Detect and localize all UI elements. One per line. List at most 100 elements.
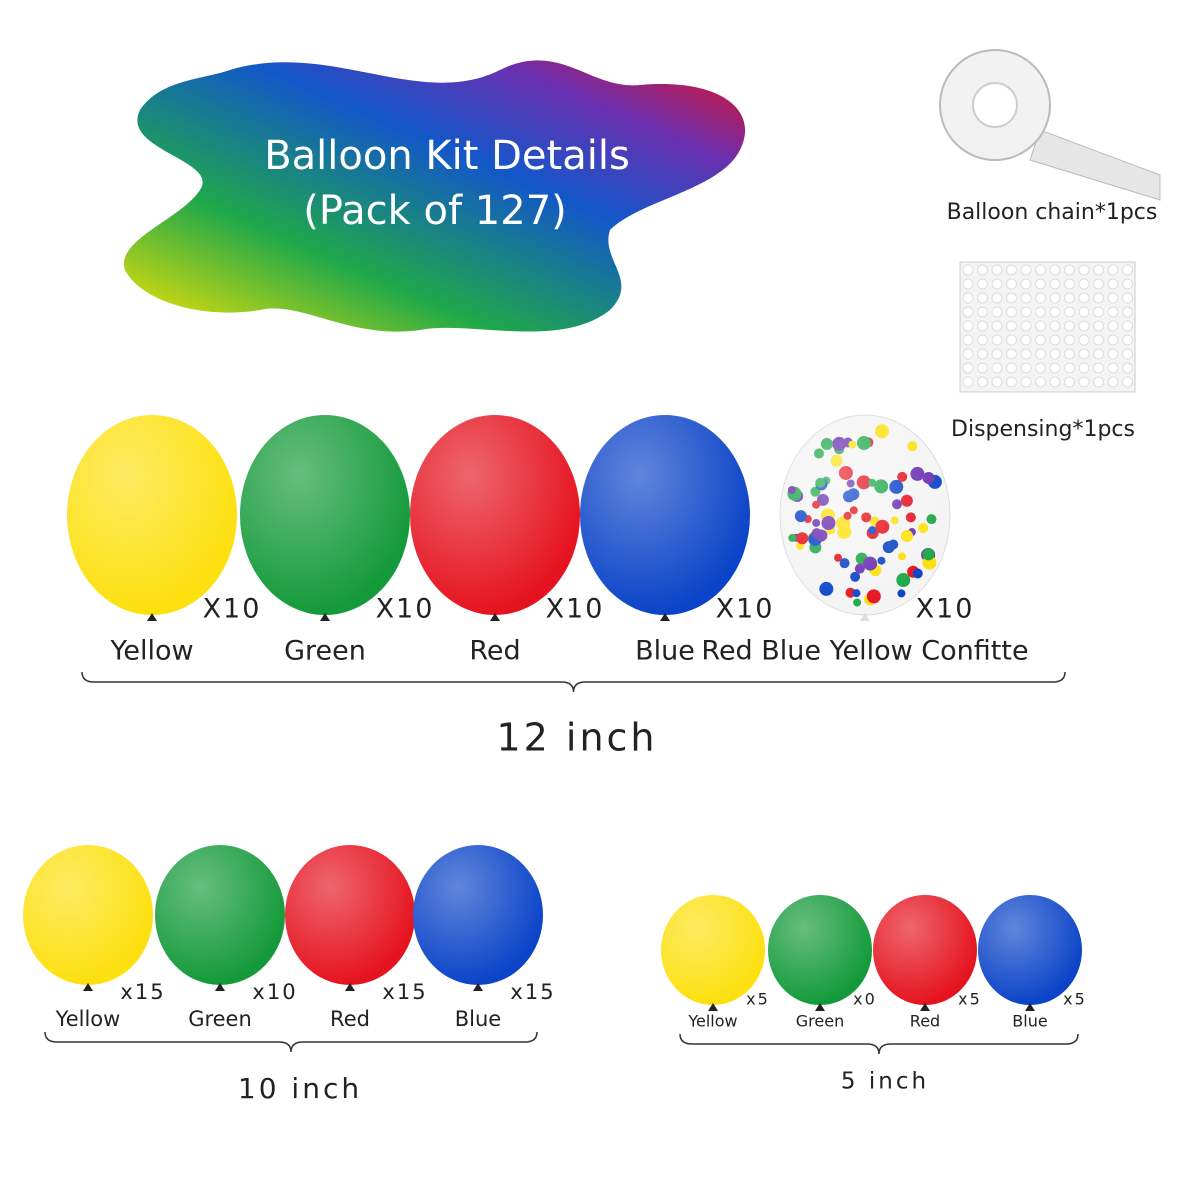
balloon-label: Red Blue Yellow Confitte (701, 636, 1028, 667)
size-label: 10 inch (238, 1072, 362, 1105)
glue-dot (1107, 320, 1119, 332)
balloon-count: x5 (958, 990, 982, 1009)
glue-dot (1064, 264, 1075, 276)
glue-dot (1078, 334, 1090, 346)
glue-dot (1006, 264, 1017, 276)
glue-dot (991, 264, 1003, 276)
glue-dot (1049, 292, 1061, 304)
balloon-shine (978, 895, 1082, 1005)
glue-dot (1078, 264, 1090, 276)
glue-dot (1064, 306, 1075, 318)
balloon-label: Yellow (687, 1012, 737, 1031)
glue-dot (1122, 348, 1133, 360)
balloon-count: X10 (546, 594, 605, 625)
glue-dot (1035, 376, 1046, 388)
balloon-count: x5 (746, 990, 770, 1009)
glue-dot (977, 320, 988, 332)
glue-dot (1078, 278, 1090, 290)
glue-dot (1122, 292, 1133, 304)
balloon-count: x0 (853, 990, 877, 1009)
balloon-shine (768, 895, 872, 1005)
glue-dot (1078, 320, 1090, 332)
balloon-knot (490, 613, 500, 621)
glue-dot (1078, 348, 1090, 360)
balloon-label: Blue (635, 636, 695, 667)
balloon-shine (873, 895, 977, 1005)
glue-dot (1107, 376, 1119, 388)
brace (679, 1033, 1079, 1055)
glue-dot (991, 292, 1003, 304)
glue-dot (991, 320, 1003, 332)
glue-dot (962, 376, 974, 388)
glue-dot (1093, 264, 1104, 276)
size-label: 12 inch (496, 716, 657, 760)
glue-dot (1064, 292, 1075, 304)
glue-dot (1064, 278, 1075, 290)
glue-dot (1049, 362, 1061, 374)
balloon-count: X10 (916, 594, 975, 625)
balloon-shine (67, 415, 237, 615)
glue-dot (1093, 292, 1104, 304)
accessory-label: Dispensing*1pcs (951, 417, 1135, 442)
glue-dot (1006, 320, 1017, 332)
balloon-label: Blue (455, 1007, 501, 1031)
balloon-count: X10 (376, 594, 435, 625)
glue-dot (1064, 348, 1075, 360)
balloon-label: Red (469, 636, 520, 667)
splash (123, 60, 746, 332)
glue-dot (1093, 306, 1104, 318)
accessory-label: Balloon chain*1pcs (947, 200, 1158, 225)
balloon-count: x15 (382, 980, 427, 1004)
glue-dot (991, 306, 1003, 318)
glue-dot (1122, 278, 1133, 290)
brace (81, 671, 1066, 693)
glue-dot (962, 292, 974, 304)
balloon-shine (413, 845, 543, 985)
balloon-knot (860, 613, 870, 621)
balloon-knot (345, 983, 355, 991)
glue-dot (1107, 264, 1119, 276)
glue-dot (1049, 278, 1061, 290)
balloon-knot (815, 1003, 825, 1011)
balloon-label: Red (910, 1012, 940, 1031)
balloon-shine (661, 895, 765, 1005)
glue-dot (1064, 320, 1075, 332)
glue-dot (991, 278, 1003, 290)
glue-dot (962, 334, 974, 346)
brace (44, 1031, 538, 1053)
glue-dot (1006, 292, 1017, 304)
glue-dot (1006, 348, 1017, 360)
balloon-shine (780, 415, 950, 615)
glue-dot (1107, 306, 1119, 318)
glue-dot (977, 362, 988, 374)
glue-dot (1049, 306, 1061, 318)
glue-dot (1093, 362, 1104, 374)
glue-dot (1006, 278, 1017, 290)
glue-dot (962, 348, 974, 360)
glue-dot (1035, 334, 1046, 346)
balloon-shine (580, 415, 750, 615)
balloon-label: Blue (1012, 1012, 1047, 1031)
balloon-knot (660, 613, 670, 621)
balloon-count: x10 (252, 980, 297, 1004)
glue-dot (1049, 376, 1061, 388)
glue-dot (1020, 278, 1032, 290)
balloon-count: X10 (203, 594, 262, 625)
glue-dot (1078, 306, 1090, 318)
glue-dot (1093, 376, 1104, 388)
glue-dot (1107, 348, 1119, 360)
glue-dot (1006, 306, 1017, 318)
glue-dot (991, 348, 1003, 360)
balloon-count: X10 (716, 594, 775, 625)
balloon-label: Red (330, 1007, 370, 1031)
glue-dot (1035, 264, 1046, 276)
glue-dots-sheet (959, 261, 1136, 393)
glue-dot (977, 306, 988, 318)
glue-dot (1006, 334, 1017, 346)
balloon-shine (23, 845, 153, 985)
balloon-shine (155, 845, 285, 985)
glue-dot (1035, 278, 1046, 290)
glue-dot (1107, 292, 1119, 304)
title: Balloon Kit Details (264, 133, 630, 179)
